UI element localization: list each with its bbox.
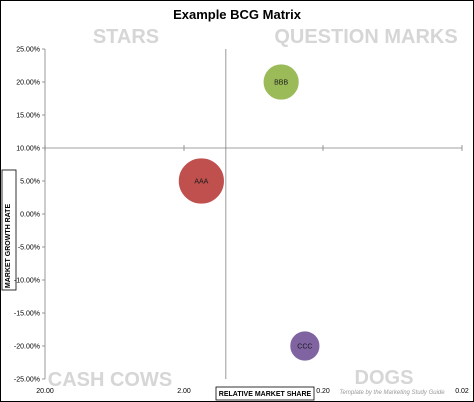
- x-tick-label: 0.20: [316, 388, 330, 395]
- y-tick-label: 20.00%: [16, 80, 40, 87]
- bubble-label-ccc: CCC: [297, 344, 312, 351]
- axes-group: 25.00% 20.00% 15.00% 10.00% 5.00% 0.00% -5.00%…: [14, 47, 469, 396]
- quadrant-label-cash-cows: CASH COWS: [48, 369, 172, 391]
- bubble-label-bbb: BBB: [274, 80, 288, 87]
- x-tick-label: 0.02: [455, 388, 469, 395]
- y-tick-label: -25.00%: [14, 377, 40, 384]
- x-tick-label: 20.00: [36, 388, 54, 395]
- y-tick-label: 25.00%: [16, 47, 40, 54]
- y-tick-label: 0.00%: [20, 212, 40, 219]
- y-axis-title: MARKET GROWTH RATE: [5, 204, 12, 289]
- footer-credit: Template by the Marketing Study Guide: [339, 390, 445, 396]
- bubble-label-aaa: AAA: [194, 179, 208, 186]
- x-tick-label: 2.00: [177, 388, 191, 395]
- bubble-aaa: [177, 157, 225, 205]
- bubble-bbb: [262, 63, 300, 101]
- bubble-ccc: [289, 330, 321, 362]
- quadrant-label-dogs: DOGS: [355, 367, 414, 389]
- y-tick-label: -15.00%: [14, 311, 40, 318]
- y-tick-label: -10.00%: [14, 278, 40, 285]
- bubbles-group: BBB AAA CCC: [177, 63, 321, 362]
- x-axis-title: RELATIVE MARKET SHARE: [219, 391, 312, 398]
- y-tick-label: 5.00%: [20, 179, 40, 186]
- y-tick-label: -5.00%: [18, 245, 40, 252]
- quadrant-label-question-marks: QUESTION MARKS: [274, 26, 457, 48]
- y-tick-label: -20.00%: [14, 344, 40, 351]
- y-tick-label: 15.00%: [16, 113, 40, 120]
- quadrant-label-stars: STARS: [93, 26, 159, 48]
- y-tick-label: 10.00%: [16, 146, 40, 153]
- y-axis-title-group: MARKET GROWTH RATE: [5, 204, 12, 289]
- chart-title: Example BCG Matrix: [173, 7, 302, 22]
- x-axis-title-box: [215, 386, 315, 401]
- y-axis-title-box: [1, 169, 17, 291]
